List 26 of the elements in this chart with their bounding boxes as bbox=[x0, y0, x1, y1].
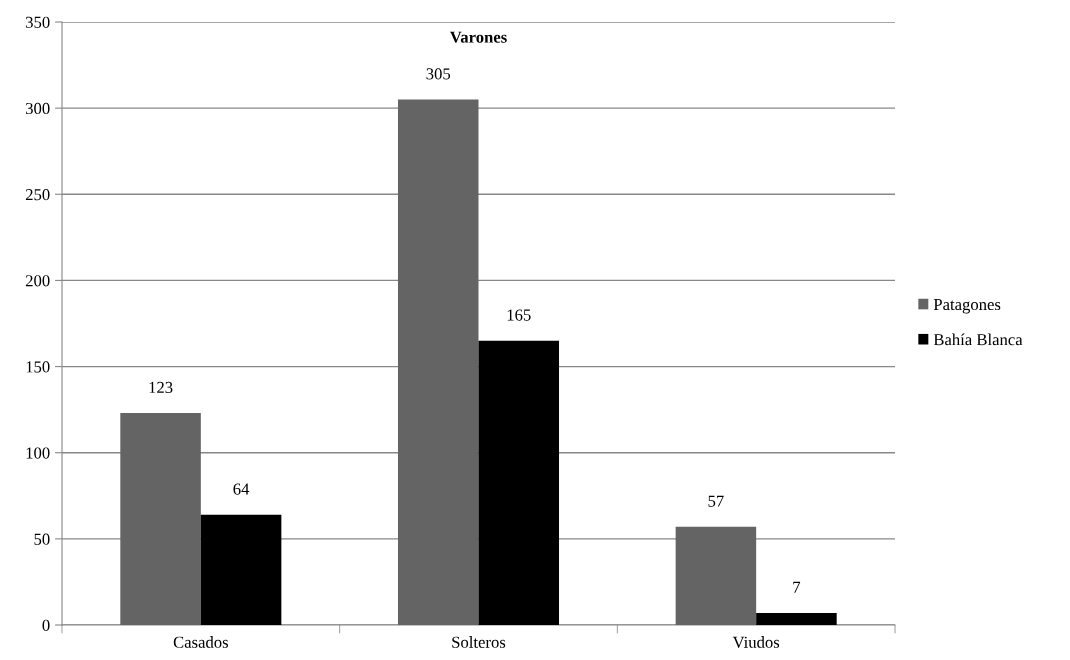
y-tick-label: 200 bbox=[25, 275, 50, 287]
x-tick-label: Solteros bbox=[452, 636, 506, 648]
x-tick-label: Casados bbox=[173, 636, 228, 648]
bar bbox=[756, 612, 837, 625]
y-tick-label: 250 bbox=[25, 188, 50, 201]
data-label: 165 bbox=[507, 309, 531, 321]
x-tick-label: Viudos bbox=[732, 636, 780, 648]
bar bbox=[397, 99, 479, 625]
chart-title: Varones bbox=[449, 31, 507, 43]
data-label: 57 bbox=[708, 495, 724, 507]
bar bbox=[478, 340, 560, 625]
bar bbox=[200, 514, 282, 625]
bar bbox=[120, 413, 201, 625]
y-tick-label: 350 bbox=[25, 16, 50, 28]
y-tick-label: 300 bbox=[25, 102, 50, 115]
y-tick-label: 50 bbox=[34, 533, 50, 545]
y-tick-label: 0 bbox=[42, 619, 50, 631]
y-tick-label: 100 bbox=[26, 447, 50, 459]
legend-label: Patagones bbox=[933, 299, 1001, 314]
data-label: 305 bbox=[426, 68, 451, 80]
legend-label: Bahía Blanca bbox=[933, 333, 1023, 346]
data-label: 7 bbox=[793, 581, 801, 593]
data-label: 123 bbox=[149, 381, 173, 394]
bar bbox=[675, 526, 757, 625]
data-label: 64 bbox=[233, 483, 250, 495]
y-tick-label: 150 bbox=[26, 361, 50, 373]
